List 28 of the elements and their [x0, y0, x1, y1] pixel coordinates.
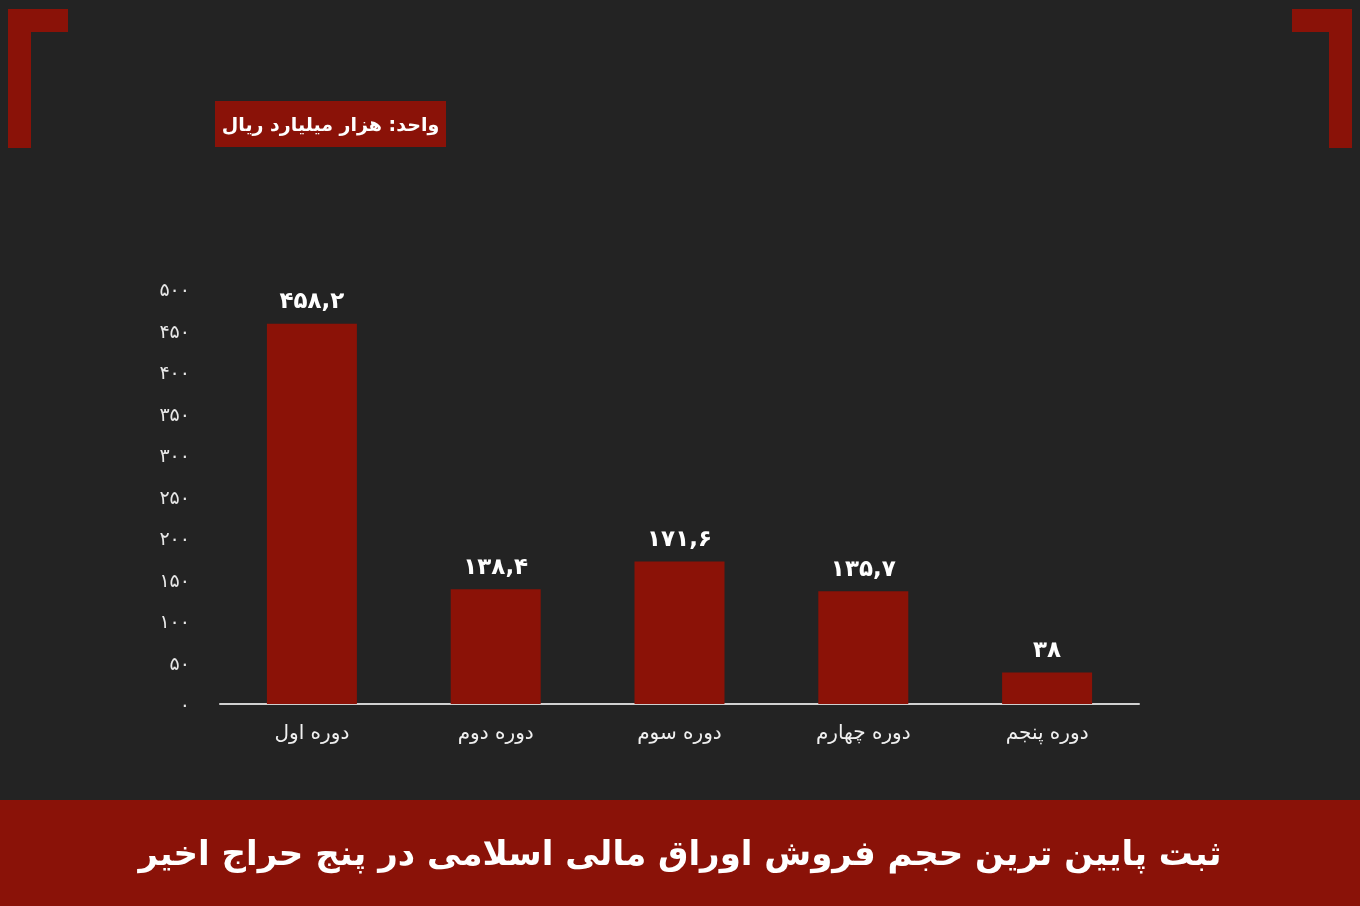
y-tick-label: ۰ [179, 693, 190, 715]
y-tick-label: ۳۵۰ [159, 402, 190, 425]
y-tick-label: ۱۰۰ [159, 610, 190, 632]
x-tick-label: دوره چهارم [815, 720, 911, 744]
y-tick-label: ۴۰۰ [159, 361, 190, 383]
y-tick-label: ۵۰۰ [159, 278, 190, 300]
bar [450, 589, 541, 704]
bar [818, 591, 909, 704]
data-label: ۱۳۸,۴ [463, 552, 529, 579]
y-tick-label: ۵۰ [169, 651, 190, 674]
x-tick-label: دوره اول [274, 720, 350, 744]
x-tick-label: دوره سوم [637, 720, 722, 744]
data-label: ۳۸ [1033, 635, 1062, 662]
y-tick-label: ۱۵۰ [159, 568, 190, 591]
bar [1002, 672, 1093, 704]
bar [266, 323, 357, 704]
x-tick-label: دوره پنجم [1005, 720, 1089, 745]
data-label: ۱۷۱,۶ [647, 525, 712, 552]
y-tick-label: ۲۵۰ [159, 485, 190, 508]
text: ثبت پایین ترین حجم فروش اوراق مالی اسلامی در پنج حراج اخیر [138, 833, 1222, 873]
x-tick-label: دوره دوم [457, 720, 534, 744]
y-tick-label: ۴۵۰ [159, 319, 190, 342]
text: واحد: هزار میلیارد ریال [215, 101, 446, 147]
data-label: ۴۵۸,۲ [279, 287, 345, 314]
data-label: ۱۳۵,۷ [830, 554, 896, 581]
bar [634, 561, 725, 704]
y-tick-label: ۳۰۰ [159, 444, 190, 466]
y-tick-label: ۲۰۰ [159, 527, 190, 549]
